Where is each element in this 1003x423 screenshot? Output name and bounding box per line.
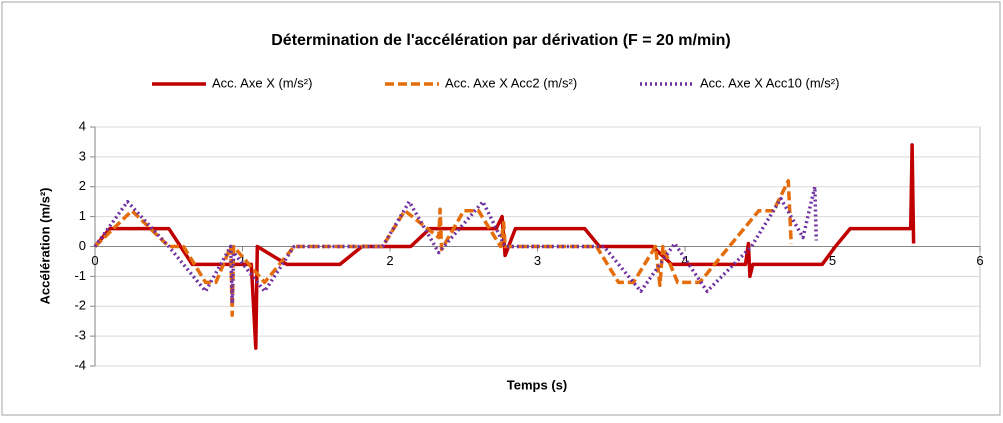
y-tick-label: 4 <box>79 118 86 133</box>
x-tick-label: 0 <box>91 253 98 268</box>
legend-label: Acc. Axe X (m/s²) <box>212 75 312 90</box>
y-tick-label: 2 <box>79 178 86 193</box>
legend-label: Acc. Axe X Acc2 (m/s²) <box>445 75 577 90</box>
y-axis-title: Accélération (m/s²) <box>37 187 52 304</box>
x-tick-label: 2 <box>386 253 393 268</box>
y-tick-label: 3 <box>79 148 86 163</box>
y-tick-label: 1 <box>79 208 86 223</box>
chart-title: Détermination de l'accélération par déri… <box>271 32 730 49</box>
x-tick-label: 1 <box>239 253 246 268</box>
series-line <box>93 185 819 306</box>
chart-frame <box>1 1 1001 416</box>
x-tick-label: 5 <box>829 253 836 268</box>
y-tick-label: 0 <box>79 238 86 253</box>
series-line <box>93 179 793 317</box>
x-tick-label: 6 <box>976 253 983 268</box>
series-line <box>93 143 916 350</box>
x-tick-label: 4 <box>681 253 688 268</box>
y-tick-label: -3 <box>74 328 86 343</box>
y-tick-label: -2 <box>74 298 86 313</box>
y-tick-label: -1 <box>74 268 86 283</box>
x-tick-label: 3 <box>534 253 541 268</box>
x-axis-title: Temps (s) <box>507 377 567 392</box>
y-tick-label: -4 <box>74 357 86 372</box>
legend-label: Acc. Axe X Acc10 (m/s²) <box>700 75 839 90</box>
